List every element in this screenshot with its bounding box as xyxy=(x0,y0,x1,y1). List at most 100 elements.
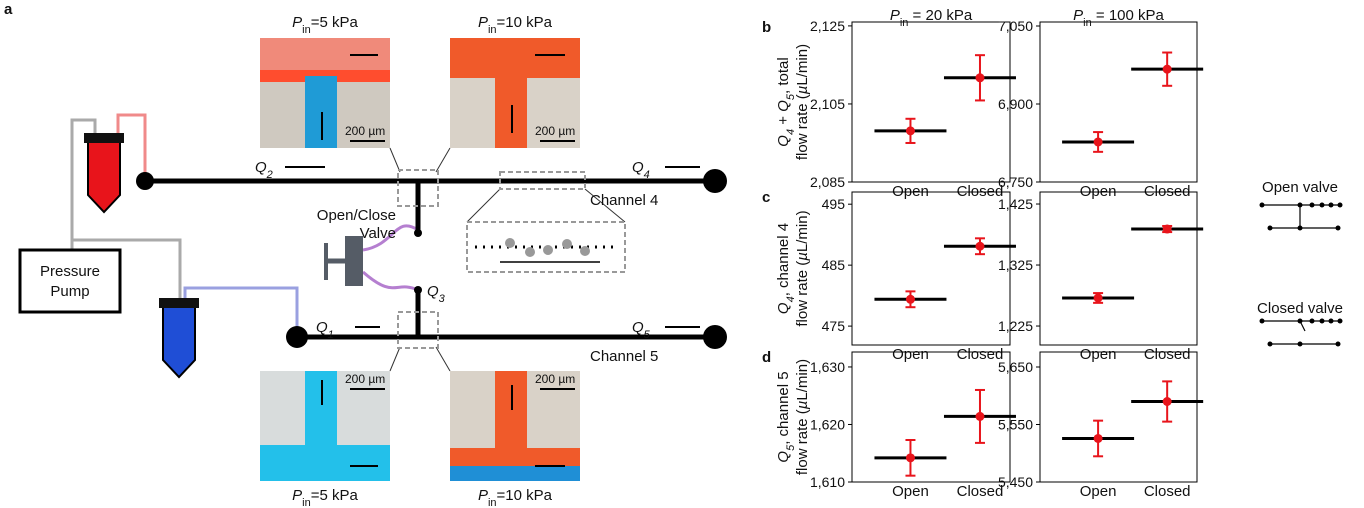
diagram-shapes xyxy=(18,38,1343,481)
y-axis-label: flow rate (µL/min) xyxy=(794,210,811,326)
mean-marker xyxy=(1093,137,1103,147)
text-run: =5 kPa xyxy=(311,14,359,31)
mean-marker xyxy=(1162,224,1172,234)
text-run: L/min) xyxy=(794,44,811,86)
tube xyxy=(87,139,121,214)
channels xyxy=(145,178,715,340)
y-tick-label: 5,550 xyxy=(998,417,1033,433)
y-tick-label: 5,450 xyxy=(998,474,1033,490)
text-run: µ xyxy=(794,86,811,95)
mean-marker xyxy=(1162,397,1172,407)
text-run: P xyxy=(292,14,302,31)
scale-bar: 200 µm xyxy=(345,372,385,386)
photo-flow xyxy=(260,38,390,76)
text-run: P xyxy=(292,487,302,504)
text-run: 4 xyxy=(785,296,797,302)
y-axis-label: Q4 + Q5, total xyxy=(775,57,797,146)
y-axis-label: flow rate (µL/min) xyxy=(794,44,811,160)
x-tick-label: Open xyxy=(1080,346,1117,363)
y-tick-label: 1,225 xyxy=(998,318,1033,334)
pump-label: Pump xyxy=(50,283,89,300)
x-tick-label: Open xyxy=(892,346,929,363)
text-run: Q xyxy=(775,302,792,314)
mean-marker xyxy=(975,411,985,421)
mean-marker xyxy=(905,294,915,304)
panel-label: b xyxy=(762,19,771,36)
photo-label: Pin=5 kPa xyxy=(292,14,358,36)
photo-flow xyxy=(450,38,580,78)
y-tick-label: 1,610 xyxy=(810,474,845,490)
pump-box xyxy=(18,248,122,314)
text-run: flow rate ( xyxy=(794,94,811,160)
text-run: , channel 4 xyxy=(775,223,792,296)
text-run: 3 xyxy=(439,293,446,305)
text-run: Q xyxy=(775,135,792,147)
mean-marker xyxy=(1093,433,1103,443)
tubing xyxy=(70,113,419,337)
text-run: , total xyxy=(775,57,792,94)
text-run: + xyxy=(775,112,792,129)
text-run: L/min) xyxy=(794,210,811,252)
x-tick-label: Closed xyxy=(957,346,1004,363)
text-run: 4 xyxy=(644,169,650,181)
plot-frame xyxy=(851,21,1011,183)
plot-frame xyxy=(1039,21,1198,183)
y-tick-label: 1,425 xyxy=(998,196,1033,212)
flow-label: Q3 xyxy=(427,283,446,305)
text-run: 4 xyxy=(785,129,797,135)
tube xyxy=(162,304,196,379)
text-run: 5 xyxy=(785,93,797,100)
photo-flow xyxy=(450,448,580,468)
zoom-boxes xyxy=(397,169,626,349)
text-run: flow rate ( xyxy=(794,261,811,327)
mean-marker xyxy=(975,241,985,251)
junction xyxy=(414,229,422,237)
valve-icon-label: Open valve xyxy=(1262,179,1338,196)
panel-label: d xyxy=(762,349,771,366)
text-run: = 100 kPa xyxy=(1092,7,1165,24)
text-run: L/min) xyxy=(794,359,811,401)
particles xyxy=(505,238,590,257)
chart-title: Pin = 20 kPa xyxy=(890,7,973,29)
text-run: µ xyxy=(794,401,811,410)
text-run: , channel 5 xyxy=(775,371,792,444)
text-run: =10 kPa xyxy=(497,487,553,504)
valve-icon-label: Closed valve xyxy=(1257,300,1343,317)
text-run: 5 xyxy=(644,329,651,341)
photo-label: Pin=5 kPa xyxy=(292,487,358,508)
text-run: 1 xyxy=(328,329,334,341)
scale-bar: 200 µm xyxy=(535,372,575,386)
y-tick-label: 2,105 xyxy=(810,96,845,112)
text-run: in xyxy=(302,497,311,508)
text-run: 2 xyxy=(266,169,273,181)
text-run: =5 kPa xyxy=(311,487,359,504)
tube-cap xyxy=(84,133,124,143)
chart-title: Pin = 100 kPa xyxy=(1073,7,1164,29)
text-run: P xyxy=(1073,7,1083,24)
tube-cap xyxy=(159,298,199,308)
y-tick-label: 475 xyxy=(822,318,846,334)
flow-label: Q1 xyxy=(316,319,334,341)
y-tick-label: 1,620 xyxy=(810,416,845,432)
y-axis-label: Q5, channel 5 xyxy=(775,371,797,462)
photo-flow xyxy=(260,445,390,481)
x-tick-label: Open xyxy=(1080,483,1117,500)
y-tick-label: 1,630 xyxy=(810,359,845,375)
inlet xyxy=(286,326,308,348)
text-run: flow rate ( xyxy=(794,409,811,475)
y-tick-label: 6,900 xyxy=(998,96,1033,112)
mean-marker xyxy=(975,73,985,83)
text-run: in xyxy=(488,24,497,36)
y-tick-label: 495 xyxy=(822,196,846,212)
junction xyxy=(414,286,422,294)
text-run: Q xyxy=(632,319,644,336)
valve-label: Open/Close xyxy=(317,207,396,224)
arrows xyxy=(285,54,700,467)
y-tick-label: 2,085 xyxy=(810,174,845,190)
y-axis-label: Q4, channel 4 xyxy=(775,223,797,314)
photo-flow xyxy=(495,371,527,456)
text-run: Q xyxy=(255,159,267,176)
x-tick-label: Closed xyxy=(957,483,1004,500)
channel-label: Channel 5 xyxy=(590,348,658,365)
